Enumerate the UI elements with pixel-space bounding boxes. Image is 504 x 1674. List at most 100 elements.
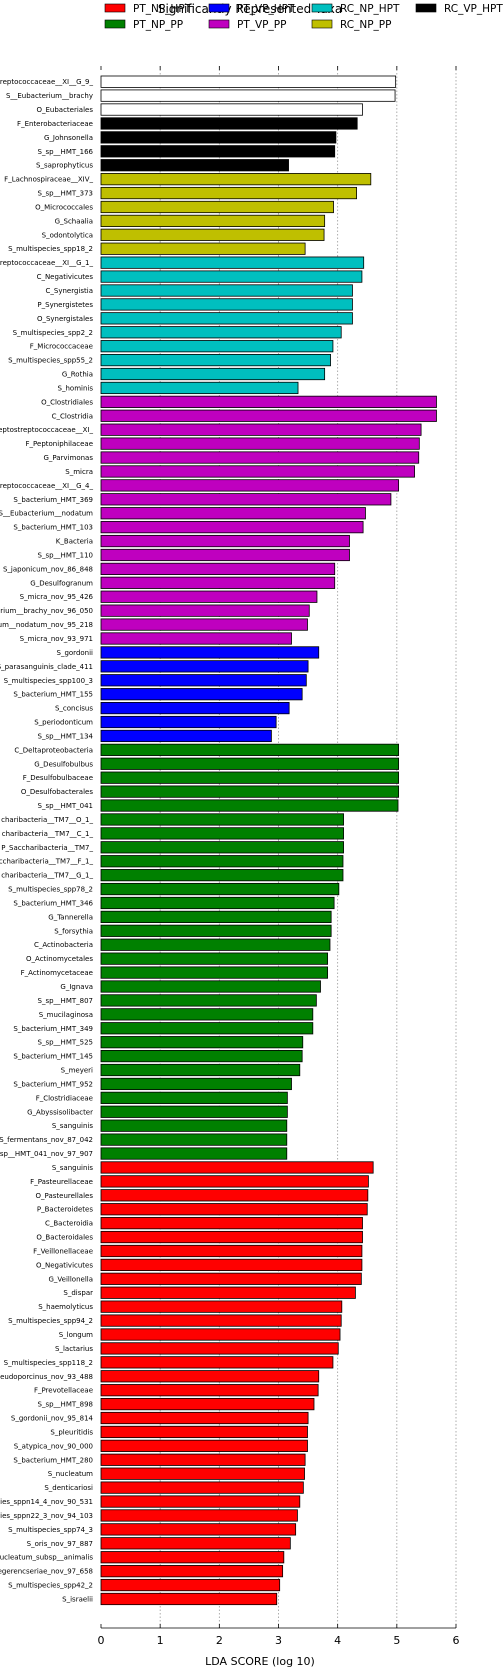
x-tick-label: 2 — [216, 1634, 223, 1647]
bar — [100, 882, 340, 896]
bar — [100, 910, 332, 924]
legend-swatch — [208, 3, 230, 13]
bar-label: eudoporcinus_nov_93_488 — [0, 1373, 93, 1381]
bar-label: S_sp__HMT_807 — [38, 997, 93, 1005]
bar — [100, 1453, 306, 1466]
bar-label: S_meyeri — [61, 1067, 93, 1075]
bar — [100, 423, 422, 436]
bar-label: S_bacterium_HMT_103 — [13, 524, 93, 532]
bar-label: S_sp__HMT_041 — [38, 802, 93, 810]
bar-label: C_Actinobacteria — [34, 941, 93, 949]
bar — [100, 493, 392, 506]
bar-label: C_Deltaproteobacteria — [14, 746, 93, 754]
bar — [100, 103, 363, 116]
legend-swatch — [208, 19, 230, 29]
bar — [100, 1091, 288, 1104]
bar — [100, 451, 420, 464]
bar — [100, 590, 318, 603]
x-axis-label: LDA SCORE (log 10) — [205, 1655, 315, 1668]
bar — [100, 660, 309, 673]
bar — [100, 1495, 301, 1508]
bar — [100, 966, 329, 979]
bar — [100, 1217, 363, 1230]
bar — [100, 1384, 319, 1397]
bar-label: S_odontolytica — [42, 231, 93, 239]
bar-label: S_denticariosi — [44, 1484, 93, 1492]
bar-label: O_Negativicutes — [36, 1261, 93, 1269]
bar-label: S_micra_nov_93_971 — [20, 635, 93, 643]
bar-label: G_Veillonella — [48, 1275, 93, 1283]
bar — [100, 674, 307, 687]
bar-label: S_sp__HMT_898 — [38, 1401, 93, 1409]
bar-label: P_Saccharibacteria__TM7_ — [1, 844, 93, 852]
bar-label: G_Parvimonas — [43, 454, 93, 462]
bar-label: S_sp__HMT_373 — [38, 190, 93, 198]
bar-label: S_bacterium_HMT_155 — [13, 691, 93, 699]
bar — [100, 117, 358, 130]
bar — [100, 395, 437, 408]
bar — [100, 1314, 342, 1327]
bar — [100, 1356, 334, 1369]
bar-label: S_multispecies_spp100_3 — [4, 677, 93, 685]
bar-label: S_bacterium_HMT_145 — [13, 1053, 93, 1061]
bar-label: charibacteria__TM7__O_1_ — [1, 816, 93, 824]
bar-label: S_japonicum_nov_86_848 — [3, 565, 93, 573]
bar-label: G_Tannerella — [48, 913, 93, 921]
bar-label: ccharibacteria__TM7__F_1_ — [0, 858, 93, 866]
bar-label: S_bacterium_HMT_369 — [13, 496, 93, 504]
bar — [100, 340, 334, 353]
bar — [100, 1063, 301, 1077]
bar — [100, 465, 415, 478]
bar — [100, 242, 306, 255]
bar-label: S_multispecies_spp55_2 — [8, 357, 93, 365]
bar — [100, 312, 353, 325]
bar-label: F_Pasteurellaceae — [30, 1178, 93, 1186]
x-tick-label: 5 — [393, 1634, 400, 1647]
bar-label: F_Actinomycetaceae — [21, 969, 93, 977]
bar — [100, 743, 400, 756]
bar-label: G_Johnsonella — [44, 134, 93, 142]
bar-label: S_concisus — [55, 705, 93, 713]
x-tick-label: 0 — [98, 1634, 105, 1647]
bar-label: ies_sppn22_3_nov_94_103 — [0, 1512, 93, 1520]
bar-label: P_Synergistetes — [37, 301, 93, 309]
bar-label: eptostreptococcaceae__XI_ — [0, 426, 93, 434]
bar — [100, 1370, 320, 1383]
bar-label: G_Ignava — [60, 983, 93, 991]
bar-label: S_sp__HMT_166 — [38, 148, 94, 156]
x-axis: 0 1 2 3 4 5 6 — [98, 66, 460, 1647]
bar-label: O_Clostridiales — [41, 398, 93, 406]
bar-label: S_multispecies_spp94_2 — [8, 1317, 93, 1325]
bar — [100, 1398, 315, 1411]
bar-label: S_bacterium_HMT_346 — [13, 899, 93, 907]
bar — [100, 1244, 363, 1258]
bar-label: G_Schaalia — [55, 217, 93, 225]
x-tick-label: 6 — [453, 1634, 460, 1647]
bar — [100, 827, 344, 840]
bar — [100, 1467, 305, 1480]
bar-label: S_bacterium_HMT_952 — [13, 1080, 93, 1088]
bar-label: F_Veillonellaceae — [33, 1247, 93, 1255]
bar — [100, 938, 331, 951]
legend-label: RC_NP_HPT — [340, 3, 400, 15]
bar-label: egerencseriae_nov_97_658 — [0, 1568, 93, 1576]
bar-label: S_gordonii_nov_95_814 — [11, 1415, 94, 1423]
bar — [100, 1022, 314, 1035]
bar-label: F_Lachnospiraceae__XIV_ — [4, 176, 93, 184]
chart-title: Significantly Represented Taxa — [158, 2, 342, 16]
bar — [100, 256, 365, 269]
bar-label: S_haemolyticus — [38, 1303, 93, 1311]
bar — [100, 1147, 288, 1160]
bar-label: F_Peptoniphilaceae — [26, 440, 93, 448]
legend-swatch — [104, 3, 126, 13]
bar — [100, 228, 325, 241]
bar-label: S_lactarius — [55, 1345, 93, 1353]
bar — [100, 896, 335, 910]
bar-label: ies_sppn14_4_nov_90_531 — [0, 1498, 93, 1506]
bar-label: O_Bacteroidales — [36, 1234, 93, 1242]
legend-swatch — [415, 3, 437, 13]
bar-label: charibacteria__TM7__C_1_ — [2, 830, 94, 838]
bar-label: S_periodonticum — [34, 719, 93, 727]
bar — [100, 813, 344, 826]
bar — [100, 757, 400, 770]
